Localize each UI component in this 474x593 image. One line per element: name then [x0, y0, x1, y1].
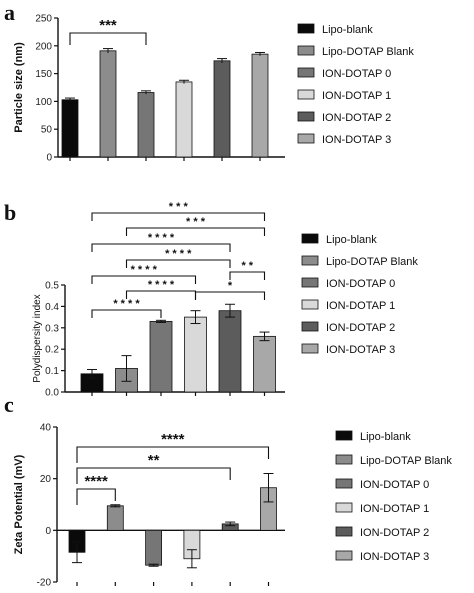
bar-ion-dotap-1	[175, 81, 193, 158]
legend-swatch	[335, 550, 353, 561]
legend-swatch	[301, 299, 319, 310]
bar-lipo-blank	[61, 99, 79, 158]
y-axis-label: Polydispersity index	[32, 294, 43, 382]
y-tick-label: 0.4	[45, 302, 59, 313]
legend-swatch	[301, 255, 319, 266]
legend-swatch	[335, 502, 353, 513]
y-tick-label: 250	[35, 14, 52, 25]
bar-ion-dotap-3	[253, 335, 276, 393]
legend-label: ION-DOTAP 0	[360, 479, 429, 491]
legend-swatch	[297, 89, 315, 100]
significance-bracket	[125, 227, 266, 236]
y-tick-label: 0	[46, 153, 52, 164]
legend-label: ION-DOTAP 1	[326, 300, 395, 312]
legend-label: ION-DOTAP 0	[322, 68, 391, 80]
significance-bracket	[69, 32, 147, 45]
y-axis-label: Particle size (nm)	[13, 42, 25, 133]
y-tick-label: 150	[35, 69, 52, 80]
bar-lipo-dotap-blank	[99, 50, 117, 158]
legend-swatch	[335, 478, 353, 489]
significance-label: * * * *	[148, 232, 175, 244]
legend-swatch	[335, 526, 353, 537]
legend-label: ION-DOTAP 1	[360, 503, 429, 515]
bar-ion-dotap-0	[145, 529, 163, 566]
legend-swatch	[301, 277, 319, 288]
bar-ion-dotap-0	[137, 92, 155, 158]
legend-swatch	[301, 233, 319, 244]
legend-swatch	[297, 67, 315, 78]
panel-letter-c: c	[4, 392, 14, 417]
bar-ion-dotap-0	[149, 320, 173, 393]
legend-label: ION-DOTAP 0	[326, 278, 395, 290]
bar-ion-dotap-1	[184, 316, 207, 393]
y-tick-label: 40	[40, 423, 52, 434]
significance-bracket	[91, 275, 197, 284]
y-tick-label: 200	[35, 41, 52, 52]
significance-bracket	[76, 446, 270, 463]
panel-letter-a: a	[4, 0, 15, 25]
y-tick-label: 0.3	[45, 323, 59, 334]
significance-label: ***	[99, 17, 117, 34]
y-tick-label: 0	[45, 526, 51, 537]
legend-swatch	[335, 430, 353, 441]
significance-label: * * *	[186, 216, 206, 228]
legend-swatch	[297, 111, 315, 122]
legend-label: Lipo-blank	[360, 431, 411, 443]
significance-label: * *	[241, 260, 253, 272]
y-tick-label: 100	[35, 97, 52, 108]
significance-label: * * * *	[148, 279, 175, 291]
legend-label: Lipo-DOTAP Blank	[360, 455, 452, 467]
legend-label: ION-DOTAP 3	[322, 134, 391, 146]
y-tick-label: -20	[37, 578, 52, 589]
significance-bracket	[229, 271, 266, 280]
y-tick-label: 0.1	[45, 366, 59, 377]
legend-label: ION-DOTAP 2	[322, 112, 391, 124]
legend-label: Lipo-DOTAP Blank	[322, 46, 414, 58]
significance-label: ****	[161, 431, 185, 448]
significance-bracket	[194, 291, 266, 300]
y-tick-label: 0.0	[45, 388, 59, 399]
legend-label: Lipo-blank	[326, 234, 377, 246]
bar-ion-dotap-2	[218, 310, 242, 393]
legend-label: ION-DOTAP 2	[326, 322, 395, 334]
legend-swatch	[301, 321, 319, 332]
y-tick-label: 0.2	[45, 345, 59, 356]
y-axis-label: Zeta Potential (mV)	[13, 454, 25, 554]
significance-label: *	[228, 280, 233, 292]
significance-label: ****	[84, 473, 108, 490]
y-tick-label: 0.5	[45, 281, 59, 292]
legend-swatch	[297, 133, 315, 144]
significance-bracket	[91, 309, 162, 318]
legend-label: ION-DOTAP 1	[322, 90, 391, 102]
significance-label: * * * *	[113, 298, 140, 310]
panel-letter-b: b	[4, 200, 16, 225]
y-tick-label: 50	[41, 125, 53, 136]
significance-label: * * * *	[165, 248, 192, 260]
significance-label: * * *	[169, 201, 189, 213]
legend-label: ION-DOTAP 3	[326, 344, 395, 356]
legend-label: Lipo-DOTAP Blank	[326, 256, 418, 268]
legend-label: ION-DOTAP 3	[360, 551, 429, 563]
legend-label: ION-DOTAP 2	[360, 527, 429, 539]
legend-swatch	[297, 23, 315, 34]
significance-label: * * * *	[131, 264, 158, 276]
y-tick-label: 20	[40, 474, 52, 485]
significance-bracket	[76, 488, 116, 505]
legend-label: Lipo-blank	[322, 24, 373, 36]
legend-swatch	[301, 343, 319, 354]
significance-bracket	[91, 243, 231, 252]
significance-label: **	[148, 452, 160, 469]
significance-bracket	[125, 259, 231, 268]
significance-bracket	[76, 467, 231, 484]
significance-bracket	[91, 212, 266, 221]
legend-swatch	[297, 45, 315, 56]
bar-lipo-dotap-blank	[106, 505, 124, 531]
bar-ion-dotap-2	[213, 60, 231, 158]
bar-ion-dotap-3	[251, 53, 269, 158]
panel-a-chart: 0 50 100 150 200 250 Particle size (nm) *** Lipo…	[13, 14, 414, 164]
legend-swatch	[335, 454, 353, 465]
